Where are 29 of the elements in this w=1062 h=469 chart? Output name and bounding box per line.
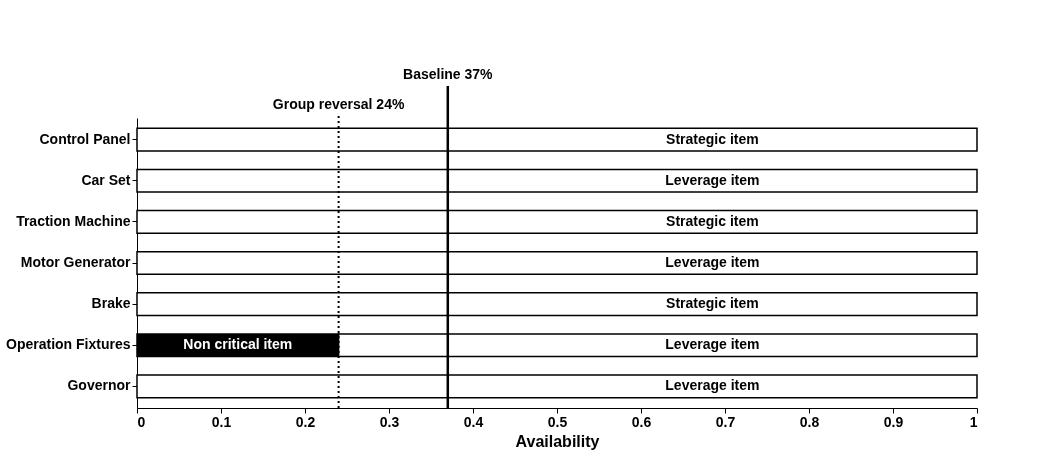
y-tick-label: Operation Fixtures bbox=[6, 336, 131, 353]
y-tick-label: Governor bbox=[67, 377, 132, 394]
x-tick-label: 0.3 bbox=[379, 413, 400, 430]
x-tick-label: 0 bbox=[137, 413, 146, 430]
y-tick-label: Traction Machine bbox=[16, 212, 131, 229]
y-tick-label: Car Set bbox=[81, 171, 131, 188]
x-axis-title: Availability bbox=[515, 432, 600, 450]
y-tick-label: Motor Generator bbox=[20, 254, 132, 270]
x-tick-label: 0.7 bbox=[715, 413, 736, 430]
data-label: Leverage item bbox=[665, 254, 760, 270]
data-label: Leverage item bbox=[665, 171, 760, 188]
x-tick-label: 0.8 bbox=[799, 413, 820, 430]
ref-line-label: Baseline 37% bbox=[403, 66, 494, 82]
data-label: Leverage item bbox=[665, 336, 760, 353]
x-tick-label: 1 bbox=[969, 413, 978, 430]
x-tick-label: 0.2 bbox=[295, 413, 316, 430]
ref-line-label: Group reversal 24% bbox=[272, 96, 405, 112]
x-tick-label: 0.5 bbox=[547, 413, 568, 430]
data-label: Non critical item bbox=[183, 336, 293, 353]
x-tick-label: 0.9 bbox=[883, 413, 904, 430]
x-tick-label: 0.6 bbox=[631, 413, 652, 430]
data-label: Strategic item bbox=[666, 295, 759, 312]
y-tick-label: Control Panel bbox=[39, 130, 131, 147]
data-label: Leverage item bbox=[665, 377, 760, 394]
x-tick-label: 0.1 bbox=[211, 413, 232, 430]
data-label: Strategic item bbox=[666, 212, 759, 229]
data-label: Strategic item bbox=[666, 130, 759, 147]
y-tick-label: Brake bbox=[91, 295, 131, 312]
x-tick-label: 0.4 bbox=[463, 413, 484, 430]
